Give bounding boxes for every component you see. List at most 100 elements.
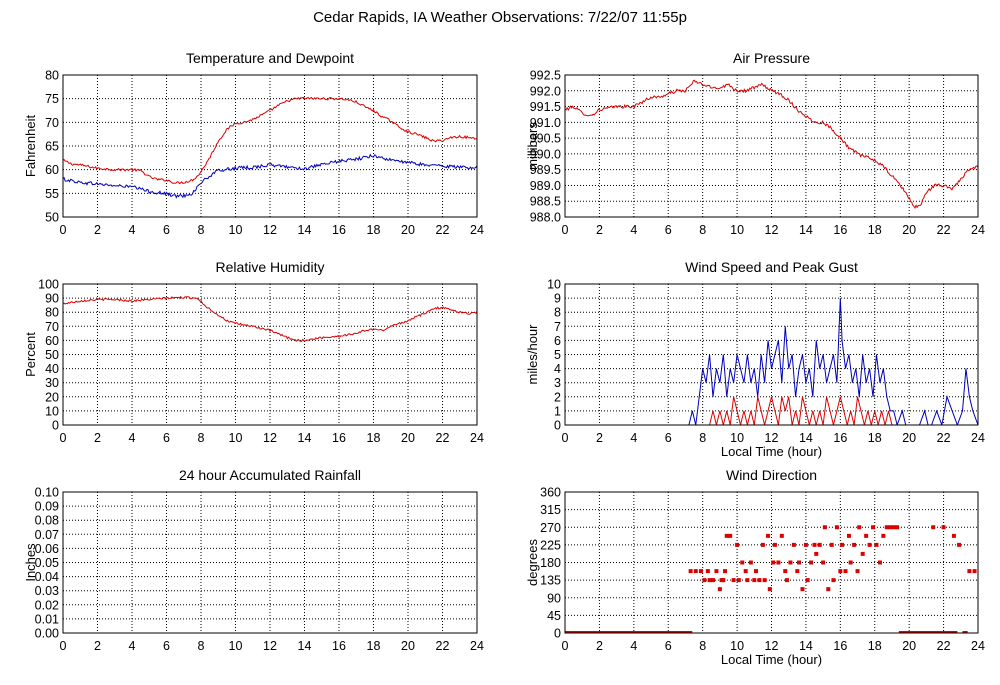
x-tick-label: 6 [163,431,170,445]
x-tick-label: 20 [401,639,415,653]
wind-direction-point [714,569,719,574]
x-tick-label: 18 [868,639,882,653]
x-tick-label: 4 [630,223,637,237]
wind-direction-point [740,560,745,565]
wind-direction-point [745,578,750,583]
wind-direction-point [809,560,814,565]
wind-direction-point [829,542,834,547]
y-tick-label: 0.10 [35,486,59,500]
x-tick-label: 24 [971,431,985,445]
wind-direction-point [871,525,876,530]
y-tick-label: 0.08 [35,514,59,528]
x-tick-label: 18 [367,223,381,237]
y-tick-label: 992.5 [530,69,561,83]
y-tick-label: 988.5 [530,195,561,209]
wind-direction-point [748,560,753,565]
wind-direction-point [702,578,707,583]
wind-direction-point [752,578,757,583]
y-tick-label: 20 [45,390,59,404]
wind-direction-point [877,560,882,565]
chart-title: Wind Speed and Peak Gust [685,259,858,275]
y-tick-label: 50 [45,348,59,362]
y-tick-label: 6 [554,334,561,348]
plot-frame [62,283,478,426]
gridlines [63,75,477,217]
x-tick-label: 14 [298,431,312,445]
y-tick-label: 990.5 [530,132,561,146]
y-tick-label: 0.07 [35,528,59,542]
wind-direction-point [731,578,736,583]
y-tick-label: 1 [554,404,561,418]
x-tick-label: 24 [470,223,484,237]
x-tick-label: 20 [401,431,415,445]
x-tick-label: 22 [436,223,450,237]
y-tick-label: 40 [45,362,59,376]
wind-direction-point [803,542,808,547]
wind-direction-point [860,551,865,556]
y-tick-label: 988.0 [530,211,561,225]
x-tick-label: 0 [562,223,569,237]
y-tick-label: 0.03 [35,584,59,598]
series-line-1 [565,298,978,425]
wind-direction-point [717,587,722,592]
x-tick-label: 24 [470,431,484,445]
plot-data [63,295,477,342]
x-tick-label: 24 [971,223,985,237]
x-tick-label: 16 [332,223,346,237]
x-tick-label: 12 [263,431,277,445]
plot-data [565,298,978,425]
y-tick-label: 75 [45,92,59,106]
wind-direction-point [814,551,819,556]
x-tick-label: 18 [367,431,381,445]
y-tick-label: 0.02 [35,598,59,612]
x-tick-label: 6 [665,431,672,445]
x-tick-label: 24 [470,639,484,653]
wind-direction-point [838,569,843,574]
wind-direction-point [957,542,962,547]
y-tick-label: 135 [540,574,561,588]
y-tick-label: 65 [45,140,59,154]
x-tick-label: 8 [198,431,205,445]
x-tick-label: 0 [60,639,67,653]
wind-direction-point [855,569,860,574]
wind-direction-point [852,542,857,547]
x-tick-label: 4 [129,639,136,653]
y-tick-label: 9 [554,292,561,306]
series-line-1 [63,295,477,342]
wind-direction-point [762,578,767,583]
x-tick-label: 0 [562,431,569,445]
wind-direction-point [821,560,826,565]
y-tick-label: 0.04 [35,570,59,584]
gridlines [565,492,978,633]
wind-direction-point [754,569,759,574]
x-tick-label: 18 [868,431,882,445]
series-line-2 [63,153,477,199]
x-tick-label: 8 [699,431,706,445]
x-tick-label: 8 [198,223,205,237]
y-tick-label: 991.0 [530,116,561,130]
wind-direction-point [772,542,777,547]
y-axis-label: millibars [525,122,540,170]
x-tick-label: 6 [163,223,170,237]
wind-direction-point [707,578,712,583]
wind-direction-point [795,569,800,574]
y-tick-label: 0 [554,627,561,641]
x-tick-label: 22 [937,223,951,237]
x-tick-label: 12 [263,223,277,237]
y-tick-label: 60 [45,334,59,348]
wind-direction-point [779,533,784,538]
wind-direction-point [812,542,817,547]
plot-frame [564,283,979,426]
chart-title: Relative Humidity [216,259,325,275]
wind-direction-point [735,542,740,547]
x-tick-label: 16 [833,223,847,237]
y-axis-label: miles/hour [525,324,540,385]
x-tick-label: 14 [298,639,312,653]
x-tick-label: 2 [94,639,101,653]
wind-direction-point [693,569,698,574]
y-tick-label: 10 [547,278,561,292]
x-tick-label: 22 [436,639,450,653]
y-tick-label: 60 [45,163,59,177]
